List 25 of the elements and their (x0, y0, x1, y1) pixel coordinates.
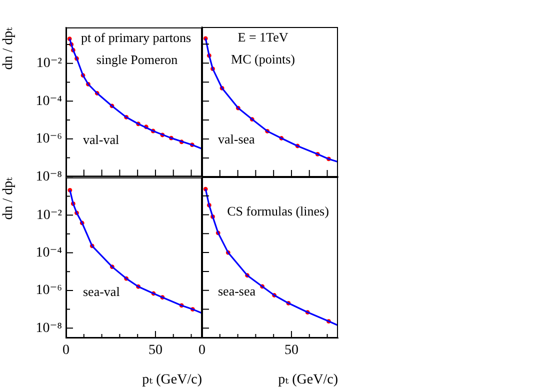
annotation: single Pomeron (96, 52, 178, 67)
annotation: CS formulas (lines) (227, 203, 329, 218)
annotation: MC (points) (231, 51, 295, 66)
y-axis-title: dn / dpₜ (1, 176, 16, 220)
annotation: sea-sea (218, 283, 256, 298)
x-tick-label: 50 (148, 343, 162, 358)
annotation: pt of primary partons (80, 30, 192, 45)
y-tick-label: 10⁻⁶ (36, 132, 62, 147)
x-axis-title: pₜ (GeV/c) (278, 372, 338, 388)
annotation: E = 1TeV (238, 29, 289, 44)
y-axis-title: dn / dpₜ (1, 26, 16, 70)
annotation: sea-val (83, 284, 120, 299)
y-tick-label: 10⁻² (36, 56, 62, 71)
x-tick-label: 0 (62, 343, 70, 358)
annotation: val-val (83, 132, 120, 147)
y-tick-label: 10⁻⁴ (36, 245, 62, 260)
annotation: val-sea (218, 131, 256, 146)
y-tick-label: 10⁻⁸ (36, 320, 62, 336)
y-tick-label: 10⁻⁸ (36, 169, 62, 184)
y-tick-label: 10⁻⁶ (36, 283, 62, 298)
y-tick-label: 10⁻⁴ (36, 94, 62, 109)
y-tick-label: 10⁻² (36, 208, 62, 223)
x-axis-title: pₜ (GeV/c) (142, 372, 202, 388)
x-tick-label: 50 (284, 343, 298, 358)
x-tick-label: 0 (198, 343, 206, 358)
